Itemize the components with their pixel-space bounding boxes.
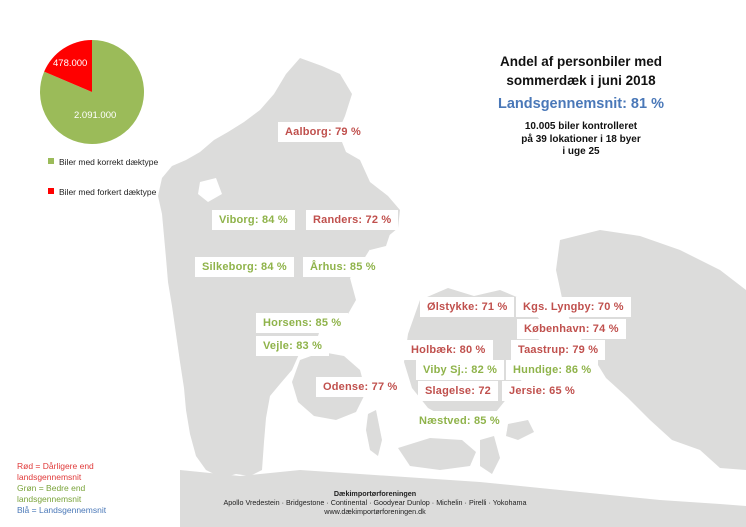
color-legend-note: Rød = Dårligere end landsgennemsnit Grøn…	[17, 461, 137, 516]
survey-info: 10.005 biler kontrolleret på 39 lokation…	[476, 121, 686, 159]
city-label-oelstykke: Ølstykke: 71 %	[420, 297, 515, 317]
city-label-viby-sj: Viby Sj.: 82 %	[416, 360, 505, 380]
title-line-2: sommerdæk i juni 2018	[506, 73, 656, 88]
city-label-viborg: Viborg: 84 %	[212, 210, 295, 230]
city-label-slagelse: Slagelse: 72	[418, 381, 498, 401]
pie-slice-incorrect	[44, 40, 92, 92]
footer-url: www.dækimportørforeningen.dk	[324, 507, 426, 516]
city-label-vejle: Vejle: 83 %	[256, 336, 330, 356]
legend-swatch-green	[48, 158, 54, 164]
bornholm-island	[700, 398, 724, 424]
langeland-island	[366, 410, 382, 456]
city-label-horsens: Horsens: 85 %	[256, 313, 349, 333]
lolland-island	[398, 438, 476, 470]
title-line-1: Andel af personbiler med	[499, 54, 663, 69]
city-label-aarhus: Århus: 85 %	[303, 257, 383, 277]
city-label-kgs-lyngby: Kgs. Lyngby: 70 %	[516, 297, 631, 317]
city-label-naestved: Næstved: 85 %	[412, 411, 507, 431]
pie-chart	[40, 40, 144, 144]
info-line-1: 10.005 biler kontrolleret	[524, 121, 638, 132]
note-red: Rød = Dårligere end landsgennemsnit	[17, 461, 94, 482]
falster-island	[480, 436, 500, 474]
legend-label-correct: Biler med korrekt dæktype	[59, 157, 159, 167]
pie-label-correct: 2.091.000	[74, 110, 117, 121]
city-label-jersie: Jersie: 65 %	[502, 381, 582, 401]
city-label-hundige: Hundige: 86 %	[506, 360, 599, 380]
sweden-coast	[556, 230, 746, 470]
mors-island	[198, 178, 222, 202]
footer-org: Dækimportørforeningen	[333, 489, 417, 498]
page-title: Andel af personbiler med sommerdæk i jun…	[476, 52, 686, 90]
legend-label-incorrect: Biler med forkert dæktype	[59, 187, 157, 197]
city-label-taastrup: Taastrup: 79 %	[511, 340, 606, 360]
national-average: Landsgennemsnit: 81 %	[498, 96, 664, 112]
moen-island	[506, 420, 534, 440]
city-label-koebenhavn: København: 74 %	[517, 319, 626, 339]
city-label-holbaek: Holbæk: 80 %	[404, 340, 493, 360]
city-label-aalborg: Aalborg: 79 %	[278, 122, 368, 142]
footer-brands: Apollo Vredestein · Bridgestone · Contin…	[223, 498, 527, 507]
city-label-randers: Randers: 72 %	[306, 210, 399, 230]
legend-item-incorrect: Biler med forkert dæktype	[48, 186, 168, 198]
pie-label-incorrect: 478.000	[53, 58, 88, 69]
note-blue: Blå = Landsgennemsnit	[17, 505, 107, 515]
info-line-3: i uge 25	[562, 146, 600, 157]
legend-item-correct: Biler med korrekt dæktype	[48, 156, 168, 168]
city-label-silkeborg: Silkeborg: 84 %	[195, 257, 294, 277]
legend-swatch-red	[48, 188, 54, 194]
germany-land	[180, 470, 746, 527]
note-green: Grøn = Bedre end landsgennemsnit	[17, 483, 86, 504]
city-label-odense: Odense: 77 %	[316, 377, 405, 397]
info-line-2: på 39 lokationer i 18 byer	[521, 133, 641, 145]
pie-slice-correct	[40, 40, 144, 144]
